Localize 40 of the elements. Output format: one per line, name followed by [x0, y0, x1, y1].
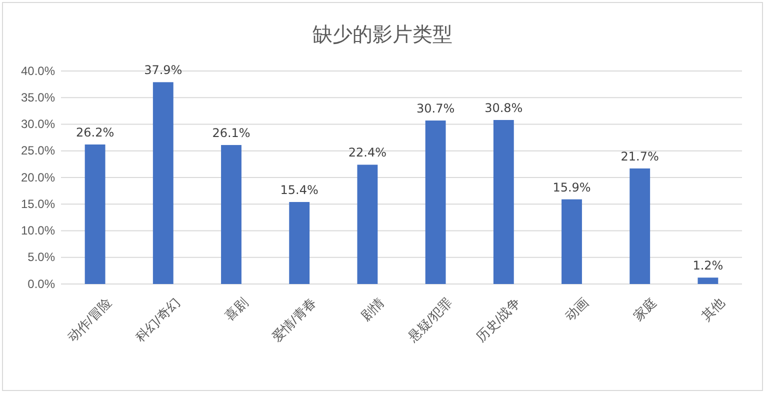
- data-label: 30.8%: [484, 100, 523, 115]
- x-tick-label: 动画: [562, 294, 592, 324]
- bar: [493, 120, 514, 284]
- x-tick-label: 家庭: [630, 294, 660, 324]
- data-label: 26.1%: [212, 126, 250, 140]
- bar: [357, 164, 378, 284]
- bar: [289, 202, 310, 284]
- y-tick-label: 25.0%: [20, 144, 56, 158]
- y-tick-label: 40.0%: [20, 64, 56, 78]
- data-label: 30.7%: [416, 102, 455, 116]
- data-label: 22.4%: [348, 146, 387, 160]
- x-tick-label: 喜剧: [222, 294, 251, 324]
- bar: [84, 144, 106, 284]
- x-tick-label: 爱情/青春: [268, 294, 319, 345]
- y-tick-label: 15.0%: [20, 196, 56, 211]
- data-label: 26.2%: [76, 125, 114, 140]
- data-label: 37.9%: [144, 63, 182, 78]
- bar: [425, 120, 446, 284]
- x-tick-label: 其他: [698, 294, 728, 324]
- y-tick-label: 0.0%: [28, 276, 56, 291]
- x-tick-label: 科幻/奇幻: [132, 294, 183, 345]
- x-tick-label: 历史/战争: [473, 294, 524, 345]
- bar: [630, 168, 650, 284]
- chart-title: 缺少的影片类型: [312, 22, 452, 46]
- data-label: 15.4%: [280, 182, 318, 197]
- bar: [698, 278, 718, 284]
- x-tick-label: 悬疑/犯罪: [404, 294, 456, 346]
- data-label: 15.9%: [552, 180, 591, 194]
- y-tick-label: 10.0%: [20, 224, 56, 238]
- y-tick-label: 30.0%: [20, 117, 56, 132]
- x-tick-label: 剧情: [358, 294, 387, 324]
- data-label: 21.7%: [620, 149, 659, 164]
- x-tick-label: 动作/冒险: [64, 294, 115, 345]
- bar: [221, 145, 242, 284]
- bar: [562, 199, 582, 284]
- data-label: 1.2%: [692, 258, 724, 273]
- y-tick-label: 35.0%: [20, 90, 56, 104]
- y-tick-label: 20.0%: [20, 170, 56, 184]
- bar: [152, 82, 174, 284]
- y-tick-label: 5.0%: [28, 250, 56, 264]
